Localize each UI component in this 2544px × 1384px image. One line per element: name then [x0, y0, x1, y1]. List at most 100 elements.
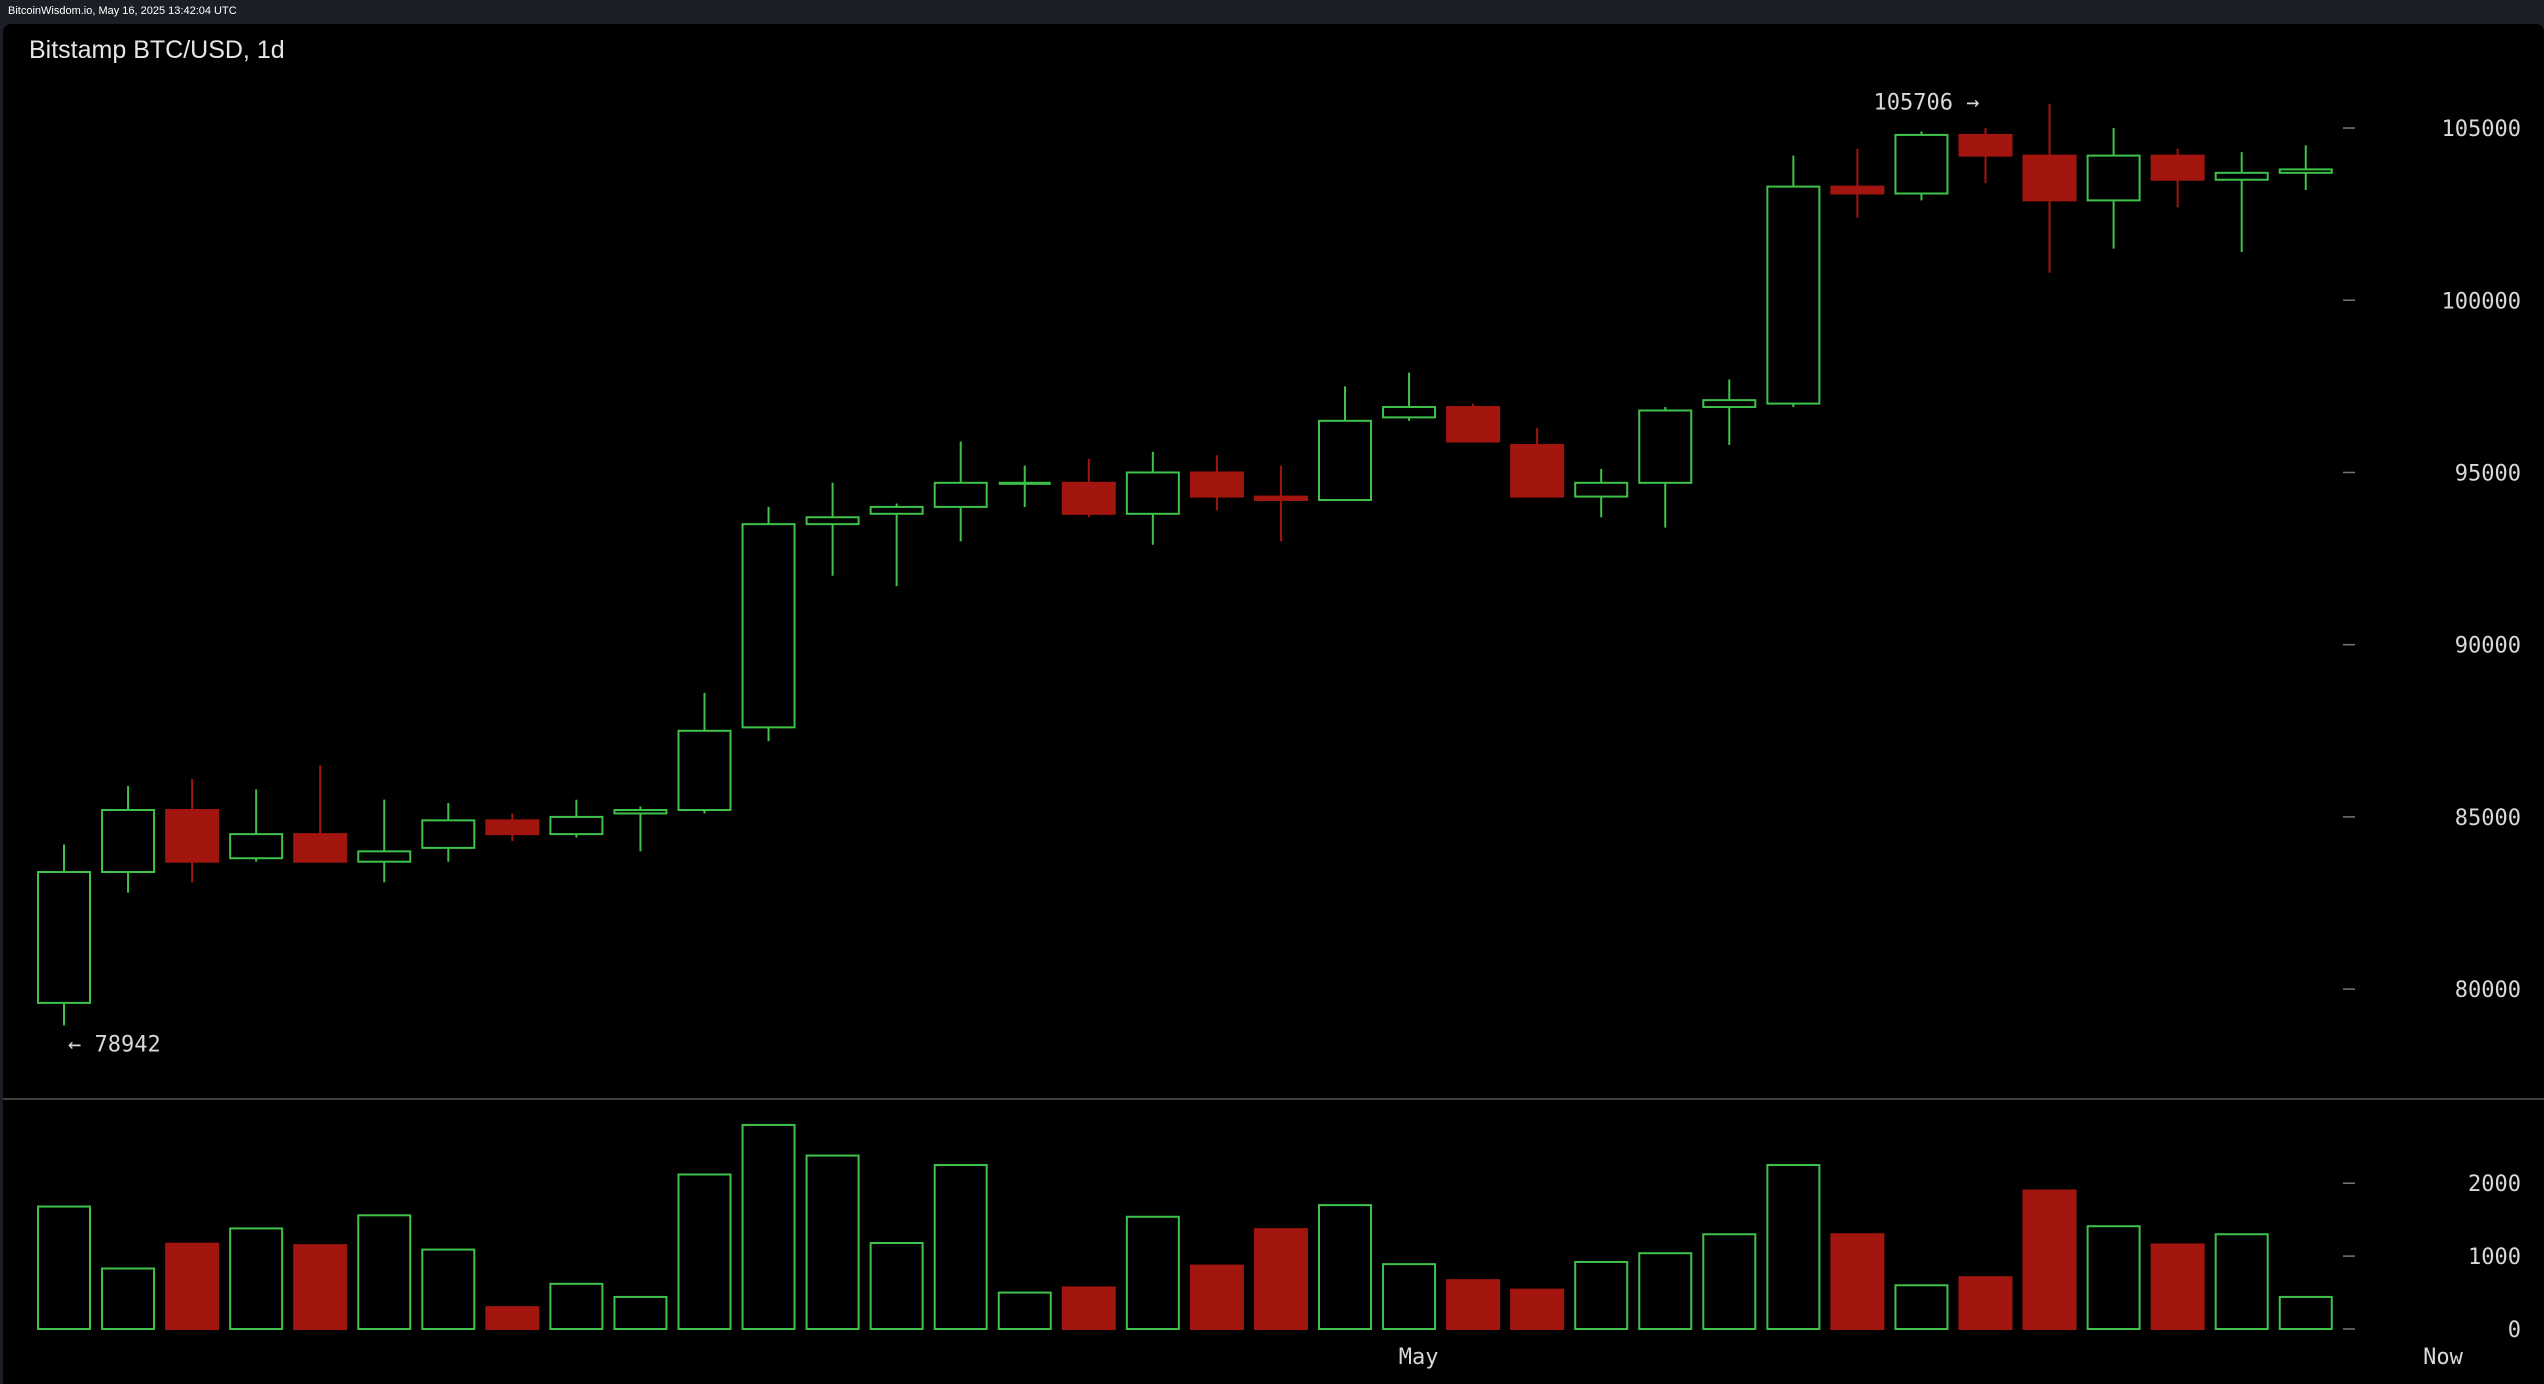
- volume-bar: [997, 1291, 1052, 1331]
- candle-body: [933, 481, 988, 508]
- x-label-now: Now: [2423, 1345, 2463, 1370]
- candle[interactable]: [165, 779, 220, 883]
- candle[interactable]: [805, 482, 860, 576]
- price-tick-label: 100000: [2442, 289, 2521, 314]
- volume-bar: [421, 1248, 476, 1331]
- volume-axis: 0 1000 2000: [2343, 1172, 2521, 1343]
- candle-body: [1830, 185, 1885, 195]
- candle[interactable]: [549, 799, 604, 838]
- volume-bar: [1446, 1279, 1501, 1330]
- volume-bar: [1766, 1164, 1821, 1331]
- low-annotation: ← 78942: [68, 1033, 161, 1058]
- candle[interactable]: [933, 441, 988, 542]
- candle-body: [1766, 185, 1821, 405]
- candle[interactable]: [1318, 386, 1372, 502]
- candle-body: [1894, 133, 1949, 195]
- volume-bar: [37, 1205, 91, 1331]
- candle[interactable]: [998, 465, 1051, 507]
- volume-bar: [1830, 1233, 1885, 1331]
- candle-body: [1189, 471, 1244, 498]
- candles-layer: [37, 103, 2333, 1026]
- volume-bar: [2022, 1189, 2077, 1330]
- candle[interactable]: [1125, 451, 1180, 545]
- candle[interactable]: [1189, 455, 1244, 511]
- volume-bar: [2214, 1233, 2269, 1331]
- volume-tick-label: 2000: [2468, 1172, 2521, 1197]
- timestamp-bar: BitcoinWisdom.io, May 16, 2025 13:42:04 …: [8, 5, 237, 17]
- volume-bar: [1702, 1233, 1757, 1331]
- volume-bar: [357, 1214, 412, 1330]
- volume-tick-label: 0: [2508, 1318, 2521, 1343]
- candle-body: [2214, 171, 2269, 181]
- candle-body: [1574, 481, 1629, 498]
- volume-bar: [2150, 1243, 2205, 1331]
- candle[interactable]: [485, 813, 540, 842]
- candle-body: [613, 809, 668, 815]
- candle-body: [357, 850, 412, 863]
- candle[interactable]: [37, 844, 91, 1026]
- volume-bars-layer: [37, 1123, 2333, 1331]
- candle[interactable]: [293, 765, 348, 863]
- candle[interactable]: [421, 803, 476, 862]
- volume-bar: [2086, 1225, 2141, 1331]
- candle-body: [229, 833, 284, 860]
- volume-bar: [1189, 1264, 1244, 1331]
- volume-bar: [933, 1164, 988, 1331]
- volume-bar: [165, 1242, 220, 1330]
- candle-body: [869, 505, 924, 515]
- price-tick-label: 90000: [2455, 634, 2521, 659]
- time-axis: May Now: [1399, 1345, 2464, 1370]
- candlestick-chart[interactable]: 80000 85000 90000 95000 100000 105000 0 1000 20…: [3, 24, 2544, 1384]
- price-tick-label: 80000: [2455, 978, 2521, 1003]
- candle[interactable]: [229, 789, 284, 862]
- volume-tick-label: 1000: [2468, 1245, 2521, 1270]
- volume-bar: [1061, 1286, 1116, 1331]
- volume-bar: [869, 1242, 924, 1330]
- volume-bar: [1318, 1204, 1372, 1330]
- candle-body: [421, 819, 476, 849]
- candle-body: [1510, 443, 1565, 498]
- candle[interactable]: [1894, 131, 1949, 201]
- volume-bar: [2278, 1295, 2333, 1331]
- candle[interactable]: [869, 503, 924, 587]
- candle[interactable]: [357, 799, 412, 883]
- candle[interactable]: [1702, 379, 1757, 445]
- chart-panel[interactable]: 80000 85000 90000 95000 100000 105000 0 1000 20…: [3, 24, 2544, 1384]
- volume-bar: [549, 1282, 604, 1331]
- volume-bar: [805, 1154, 860, 1330]
- volume-bar: [229, 1227, 284, 1330]
- candle[interactable]: [1061, 458, 1116, 518]
- candle[interactable]: [1830, 148, 1885, 218]
- candle[interactable]: [2214, 152, 2269, 253]
- candle-body: [485, 819, 540, 836]
- candle-body: [2022, 154, 2077, 202]
- candle-body: [1318, 419, 1372, 502]
- volume-bar: [613, 1295, 668, 1331]
- candle[interactable]: [677, 692, 732, 814]
- candle[interactable]: [101, 785, 156, 893]
- candle[interactable]: [741, 506, 796, 742]
- candle[interactable]: [1574, 469, 1629, 518]
- chart-title: Bitstamp BTC/USD, 1d: [29, 36, 285, 64]
- candle-body: [998, 481, 1051, 485]
- candle[interactable]: [1638, 407, 1693, 528]
- candle[interactable]: [1253, 465, 1308, 542]
- volume-bar: [1382, 1263, 1437, 1331]
- candle-body: [1125, 471, 1180, 515]
- candle[interactable]: [1958, 128, 2013, 184]
- candle[interactable]: [1766, 155, 1821, 408]
- candle-body: [2086, 154, 2141, 202]
- candle[interactable]: [613, 806, 668, 852]
- volume-bar: [1574, 1260, 1629, 1330]
- candle-body: [293, 833, 348, 863]
- volume-bar: [293, 1244, 348, 1330]
- candle[interactable]: [2150, 148, 2205, 208]
- candle[interactable]: [1510, 427, 1565, 498]
- candle[interactable]: [1382, 372, 1437, 421]
- volume-bar: [1638, 1252, 1693, 1330]
- candle[interactable]: [2086, 128, 2141, 249]
- candle[interactable]: [2022, 103, 2077, 273]
- candle[interactable]: [1446, 403, 1501, 443]
- candle-body: [677, 729, 732, 812]
- candle[interactable]: [2278, 145, 2333, 191]
